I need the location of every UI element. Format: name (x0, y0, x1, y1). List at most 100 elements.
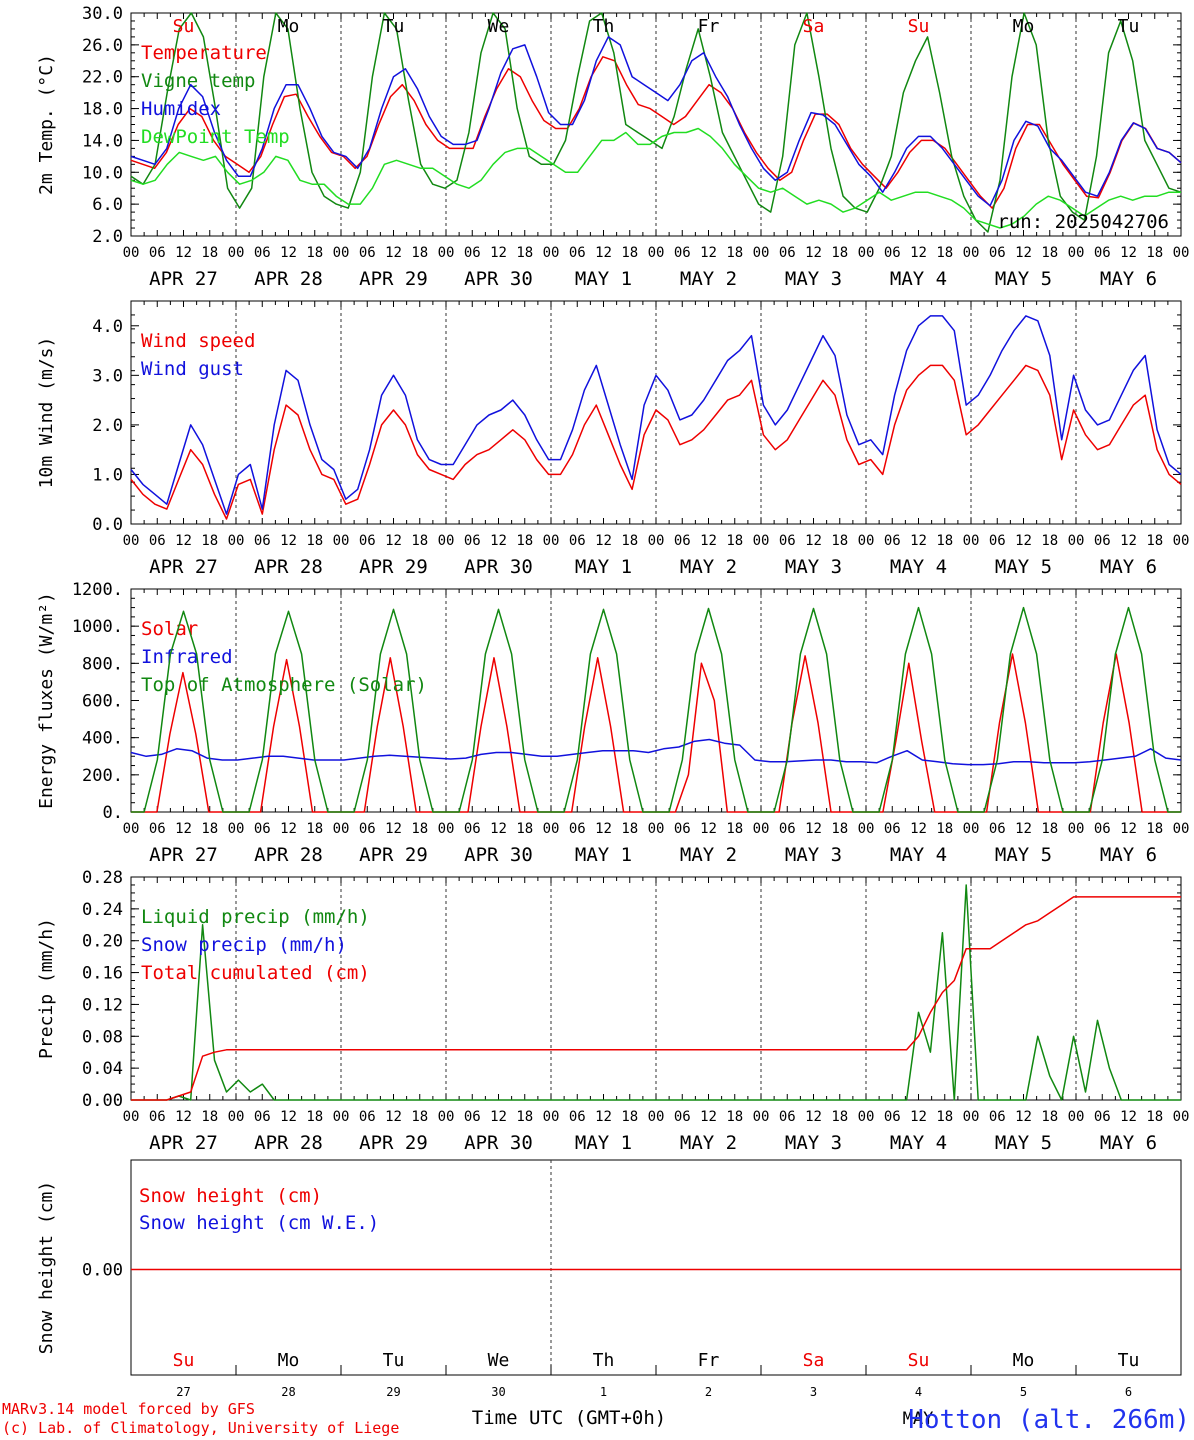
x-hour-label: 06 (989, 533, 1006, 549)
x-hour-label: 06 (254, 245, 271, 261)
x-hour-label: 12 (175, 821, 192, 837)
x-hour-label: 12 (1120, 245, 1137, 261)
x-hour-label: 06 (884, 821, 901, 837)
x-hour-label: 12 (1015, 1109, 1032, 1125)
x-hour-label: 12 (280, 1109, 297, 1125)
day-number-label: 5 (1020, 1385, 1027, 1399)
day-number-label: 30 (491, 1385, 505, 1399)
x-hour-label: 18 (411, 245, 428, 261)
day-number-label: 28 (281, 1385, 295, 1399)
legend-entry: DewPoint Temp (141, 126, 290, 148)
x-hour-label: 00 (228, 245, 245, 261)
x-hour-label: 00 (228, 821, 245, 837)
x-hour-label: 18 (1041, 245, 1058, 261)
x-hour-label: 18 (1041, 821, 1058, 837)
x-hour-label: 18 (1041, 533, 1058, 549)
x-hour-label: 00 (963, 821, 980, 837)
x-hour-label: 06 (1094, 1109, 1111, 1125)
series-line-infrared (130, 738, 1182, 766)
day-number-label: 4 (915, 1385, 922, 1399)
x-hour-label: 06 (674, 1109, 691, 1125)
series-line-liquid-precip-mm-h- (131, 884, 1181, 1101)
day-name-label: Su (908, 16, 930, 37)
x-hour-label: 00 (123, 533, 140, 549)
x-hour-label: 18 (201, 245, 218, 261)
x-hour-label: 12 (595, 1109, 612, 1125)
day-number-label: 1 (600, 1385, 607, 1399)
x-hour-label: 12 (1120, 1109, 1137, 1125)
panel-frame (130, 588, 1182, 813)
y-tick-label: 1.0 (92, 465, 123, 485)
x-hour-label: 12 (490, 245, 507, 261)
x-hour-label: 18 (831, 821, 848, 837)
x-hour-label: 06 (779, 1109, 796, 1125)
legend-entry: Infrared (141, 646, 233, 668)
footer-credit-line1: MARv3.14 model forced by GFS (2, 1400, 255, 1418)
x-hour-label: 18 (726, 821, 743, 837)
x-hour-label: 06 (1094, 533, 1111, 549)
x-hour-label: 12 (175, 245, 192, 261)
x-hour-label: 12 (805, 533, 822, 549)
x-hour-label: 00 (543, 821, 560, 837)
x-hour-label: 00 (123, 245, 140, 261)
x-hour-label: 06 (464, 1109, 481, 1125)
x-date-label: MAY 2 (680, 844, 737, 866)
y-axis-label: 2m Temp. (°C) (36, 54, 57, 195)
x-hour-label: 12 (280, 821, 297, 837)
x-axis-title: Time UTC (GMT+0h) (472, 1407, 666, 1429)
x-hour-label: 18 (621, 533, 638, 549)
x-hour-label: 18 (621, 821, 638, 837)
x-hour-label: 00 (753, 245, 770, 261)
x-date-label: MAY 4 (890, 268, 947, 290)
x-hour-label: 00 (1068, 821, 1085, 837)
x-hour-label: 12 (385, 821, 402, 837)
x-hour-label: 12 (805, 1109, 822, 1125)
x-hour-label: 06 (779, 533, 796, 549)
day-name-label: We (488, 1350, 510, 1371)
x-hour-label: 06 (359, 533, 376, 549)
y-tick-label: 0.12 (82, 995, 123, 1015)
x-date-label: MAY 4 (890, 556, 947, 578)
x-hour-label: 00 (963, 1109, 980, 1125)
day-name-label: Mo (1013, 1350, 1035, 1371)
y-tick-label: 0.20 (82, 932, 123, 952)
x-hour-label: 12 (385, 1109, 402, 1125)
x-hour-label: 12 (910, 245, 927, 261)
x-hour-label: 06 (569, 1109, 586, 1125)
y-tick-label: 200. (82, 766, 123, 786)
x-hour-label: 18 (621, 1109, 638, 1125)
x-date-label: APR 30 (464, 556, 533, 578)
panel-frame (130, 300, 1182, 525)
y-tick-label: 2.0 (92, 416, 123, 436)
day-name-label: Su (173, 16, 195, 37)
x-hour-label: 00 (543, 533, 560, 549)
x-hour-label: 00 (438, 245, 455, 261)
day-name-label: Mo (1013, 16, 1035, 37)
x-hour-label: 12 (700, 821, 717, 837)
y-tick-label: 0. (103, 803, 123, 823)
day-name-label: We (488, 16, 510, 37)
x-hour-label: 12 (490, 821, 507, 837)
x-hour-label: 00 (858, 245, 875, 261)
x-hour-label: 06 (569, 533, 586, 549)
x-hour-label: 00 (1068, 1109, 1085, 1125)
x-hour-label: 18 (831, 245, 848, 261)
legend-entry: Snow precip (mm/h) (141, 934, 347, 956)
y-tick-label: 30.0 (82, 4, 123, 24)
day-number-label: 27 (176, 1385, 190, 1399)
x-hour-label: 18 (831, 533, 848, 549)
y-axis-label: Snow height (cm) (36, 1181, 57, 1354)
day-name-label: Su (173, 1350, 195, 1371)
y-tick-label: 14.0 (82, 131, 123, 151)
x-date-label: MAY 4 (890, 1132, 947, 1154)
x-hour-label: 00 (333, 533, 350, 549)
x-hour-label: 18 (516, 821, 533, 837)
run-label: run: 2025042706 (997, 211, 1169, 233)
x-hour-label: 12 (910, 1109, 927, 1125)
day-name-label: Th (593, 1350, 615, 1371)
x-date-label: APR 29 (359, 1132, 428, 1154)
panel-snow: 0.00 Snow height (cm) Snow height (cm) Snow… (36, 1159, 1182, 1399)
x-hour-label: 12 (700, 245, 717, 261)
y-axis-label: 10m Wind (m/s) (36, 337, 57, 489)
x-hour-label: 06 (569, 821, 586, 837)
